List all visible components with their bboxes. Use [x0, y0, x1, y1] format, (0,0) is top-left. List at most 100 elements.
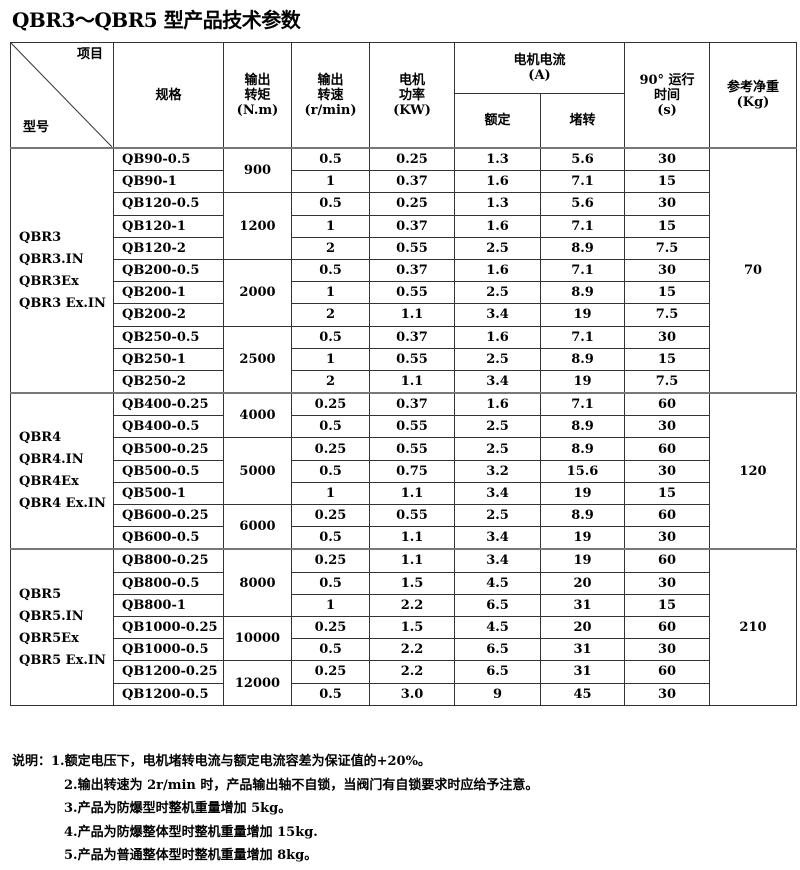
weight-cell: 70 — [709, 146, 797, 394]
stall-current-cell: 19 — [540, 548, 625, 573]
model-name: QBR5 Ex.IN — [19, 652, 106, 668]
time-header: 90° 运行 时间 (s) — [624, 42, 710, 149]
rated-current-cell: 1.6 — [454, 258, 541, 283]
speed-cell: 0.5 — [291, 415, 370, 439]
stall-current-cell: 31 — [540, 638, 625, 662]
spec-cell: QB800-0.5 — [113, 571, 224, 595]
stall-current-cell: 8.9 — [540, 236, 625, 260]
spec-cell: QB600-0.5 — [113, 526, 224, 550]
table-row: QB400-0.5 0.5 0.55 2.5 8.9 30 — [11, 415, 797, 439]
torque-cell: 4000 — [223, 392, 292, 439]
notes-label: 说明： — [12, 754, 52, 769]
model-group-cell: QBR5 QBR5.IN QBR5Ex QBR5 Ex.IN — [10, 548, 114, 706]
rated-current-cell: 6.5 — [454, 638, 541, 662]
rated-current-cell: 1.6 — [454, 214, 541, 238]
power-cell: 1.1 — [369, 526, 455, 550]
stall-current-cell: 19 — [540, 369, 625, 394]
model-name: QBR4Ex — [19, 474, 79, 490]
table-row: QB120-1 1 0.37 1.6 7.1 15 — [11, 214, 797, 238]
note-item: 2.输出转速为 2r/min 时，产品输出轴不自锁，当阀门有自锁要求时应给予注意… — [64, 777, 539, 793]
table-row: QB250-2 2 1.1 3.4 19 7.5 — [11, 369, 797, 394]
note-item: 4.产品为防爆整体型时整机重量增加 15kg. — [64, 824, 318, 840]
stall-current-cell: 8.9 — [540, 415, 625, 439]
speed-cell: 0.25 — [291, 548, 370, 573]
speed-cell: 0.5 — [291, 258, 370, 283]
speed-cell: 0.25 — [291, 503, 370, 528]
torque-cell: 12000 — [223, 660, 292, 706]
power-cell: 2.2 — [369, 638, 455, 662]
spec-cell: QB1000-0.25 — [113, 615, 224, 640]
torque-cell: 8000 — [223, 548, 292, 617]
speed-cell: 0.5 — [291, 682, 370, 706]
table-row: QB90-1 1 0.37 1.6 7.1 15 — [11, 170, 797, 194]
speed-cell: 0.5 — [291, 459, 370, 483]
stall-current-cell: 15.6 — [540, 459, 625, 483]
stall-current-cell: 45 — [540, 682, 625, 706]
time-cell: 30 — [624, 638, 710, 662]
rated-current-cell: 2.5 — [454, 437, 541, 461]
spec-cell: QB120-2 — [113, 236, 224, 260]
rated-current-cell: 3.4 — [454, 481, 541, 506]
table-row: QBR5 QBR5.IN QBR5Ex QBR5 Ex.IN QB800-0.25 800… — [10, 548, 797, 706]
power-cell: 0.55 — [369, 415, 455, 439]
table-row: QB1000-0.25 10000 0.25 1.5 4.5 20 60 — [11, 615, 797, 662]
time-cell: 60 — [624, 548, 710, 573]
torque-cell: 10000 — [223, 615, 292, 662]
model-name: QBR5 — [19, 586, 62, 602]
time-cell: 30 — [624, 415, 710, 439]
torque-cell: 2000 — [223, 258, 292, 327]
power-cell: 1.5 — [369, 571, 455, 595]
power-header: 电机 功率 (KW) — [369, 42, 455, 149]
time-cell: 15 — [624, 347, 710, 371]
time-cell: 7.5 — [624, 369, 710, 394]
spec-cell: QB500-0.5 — [113, 459, 224, 483]
time-cell: 30 — [624, 325, 710, 349]
model-name: QBR3.IN — [19, 251, 84, 267]
power-cell: 0.37 — [369, 392, 455, 417]
table-row: QB800-1 1 2.2 6.5 31 15 — [11, 593, 797, 617]
table-row: QB120-0.5 1200 0.5 0.25 1.3 5.6 30 — [11, 192, 797, 260]
stall-current-cell: 7.1 — [540, 325, 625, 349]
spec-cell: QB90-0.5 — [113, 147, 224, 172]
table-row: QB1200-0.25 12000 0.25 2.2 6.5 31 60 — [11, 660, 797, 706]
rated-current-cell: 3.4 — [454, 303, 541, 327]
rated-current-cell: 2.5 — [454, 281, 541, 305]
spec-cell: QB250-0.5 — [113, 325, 224, 349]
power-cell: 0.37 — [369, 325, 455, 349]
time-cell: 15 — [624, 281, 710, 305]
speed-cell: 0.25 — [291, 437, 370, 461]
power-cell: 0.75 — [369, 459, 455, 483]
spec-cell: QB1200-0.5 — [113, 682, 224, 706]
time-cell: 30 — [624, 526, 710, 550]
speed-cell: 0.5 — [291, 571, 370, 595]
stall-current-cell: 19 — [540, 481, 625, 506]
model-name: QBR4 — [19, 430, 62, 446]
power-cell: 0.55 — [369, 347, 455, 371]
speed-cell: 2 — [291, 369, 370, 394]
stall-current-cell: 19 — [540, 303, 625, 327]
stall-current-cell: 7.1 — [540, 170, 625, 194]
rated-current-cell: 3.4 — [454, 526, 541, 550]
stall-current-cell: 20 — [540, 571, 625, 595]
speed-cell: 0.25 — [291, 660, 370, 684]
table-row: QB500-0.25 5000 0.25 0.55 2.5 8.9 60 — [11, 437, 797, 505]
spec-cell: QB800-1 — [113, 593, 224, 617]
diagonal-line — [11, 43, 112, 147]
speed-cell: 0.5 — [291, 526, 370, 550]
spec-cell: QB500-1 — [113, 481, 224, 506]
stall-current-cell: 31 — [540, 593, 625, 617]
speed-cell: 1 — [291, 347, 370, 371]
weight-cell: 120 — [709, 392, 797, 550]
torque-cell: 6000 — [223, 504, 292, 550]
rated-current-cell: 3.2 — [454, 459, 541, 483]
stall-current-cell: 8.9 — [540, 503, 625, 528]
spec-cell: QB1200-0.25 — [113, 660, 224, 684]
speed-cell: 0.25 — [291, 615, 370, 640]
table-row: QB250-1 1 0.55 2.5 8.9 15 — [11, 347, 797, 371]
power-cell: 3.0 — [369, 682, 455, 706]
stall-current-cell: 8.9 — [540, 347, 625, 371]
rated-current-cell: 6.5 — [454, 593, 541, 617]
table-row: QB250-0.5 2500 0.5 0.37 1.6 7.1 30 — [11, 325, 797, 394]
table-row: QBR4 QBR4.IN QBR4Ex QBR4 Ex.IN QB400-0.25 400… — [10, 392, 797, 550]
stall-current-cell: 8.9 — [540, 281, 625, 305]
